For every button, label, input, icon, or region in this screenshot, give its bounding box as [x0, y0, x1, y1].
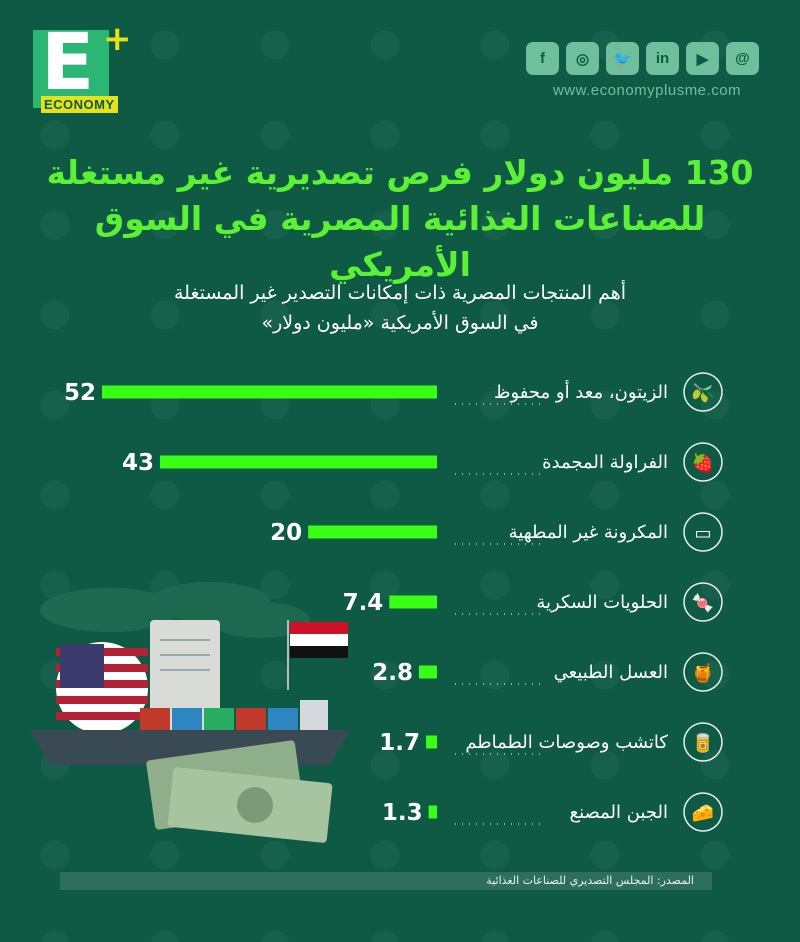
honey-jar-icon-glyph: 🍯 [692, 662, 714, 684]
social-icons: f ◎ 🐦 in ▶ @ [526, 42, 759, 75]
cheese-icon-glyph: 🧀 [692, 803, 714, 824]
facebook-icon[interactable]: f [526, 42, 559, 75]
category-label: الحلويات السكرية [536, 592, 668, 613]
category-label: الفراولة المجمدة [542, 452, 668, 473]
logo-word: ECONOMY [41, 96, 118, 113]
threads-icon[interactable]: @ [726, 42, 759, 75]
usa-flag-circle [56, 642, 148, 734]
ketchup-icon-glyph: 🥫 [692, 732, 714, 754]
pasta-icon-glyph: ▭ [694, 523, 711, 544]
candy-icon-glyph: 🍬 [692, 592, 714, 614]
category-label: كاتشب وصوصات الطماطم [465, 732, 668, 753]
economy-plus-logo: E + ECONOMY [33, 18, 132, 118]
category-label: الزيتون، معد أو محفوظ [494, 380, 668, 403]
bar [428, 805, 437, 819]
money-stack [146, 740, 333, 843]
pasta-icon [683, 512, 723, 552]
value-label: 1.7 [379, 730, 420, 756]
chart-subtitle: أهم المنتجات المصرية ذات إمكانات التصدير… [80, 278, 720, 338]
category-label: الجبن المصنع [570, 802, 668, 823]
value-label: 7.4 [343, 590, 384, 616]
headline-line-2: للصناعات الغذائية المصرية في السوق الأمر… [94, 199, 706, 284]
bar [159, 455, 437, 469]
subtitle-line-1: أهم المنتجات المصرية ذات إمكانات التصدير… [173, 282, 627, 304]
strawberry-icon-glyph: 🍓 [692, 452, 714, 474]
instagram-icon[interactable]: ◎ [566, 42, 599, 75]
egypt-flag [287, 620, 348, 690]
ketchup-icon [683, 722, 723, 762]
olive-icon [683, 372, 723, 412]
logo-letter: E [41, 18, 95, 108]
bar [389, 595, 437, 609]
olive-icon-glyph: 🫒 [692, 382, 714, 404]
value-label: 20 [270, 520, 302, 546]
value-label: 43 [122, 450, 154, 476]
value-label: 2.8 [372, 660, 413, 686]
twitter-icon[interactable]: 🐦 [606, 42, 639, 75]
website-url[interactable]: www.economyplusme.com [552, 82, 742, 99]
subtitle-line-2: في السوق الأمريكية «مليون دولار» [261, 312, 539, 334]
cloud-shape [40, 582, 310, 638]
source-note: المصدر: المجلس التصديري للصناعات الغذائي… [60, 872, 712, 890]
linkedin-icon[interactable]: in [646, 42, 679, 75]
value-label: 1.3 [382, 800, 423, 826]
value-label: 52 [64, 380, 96, 406]
logo-plus: + [103, 19, 132, 59]
logo-square [33, 30, 109, 108]
bar [308, 525, 437, 539]
youtube-icon[interactable]: ▶ [686, 42, 719, 75]
category-label: العسل الطبيعي [554, 662, 668, 683]
headline-line-1: 130 مليون دولار فرص تصديرية غير مستغلة [46, 153, 754, 192]
headline: 130 مليون دولار فرص تصديرية غير مستغلة ل… [40, 150, 760, 288]
bar [426, 735, 437, 749]
cheese-icon [683, 792, 723, 832]
bar [418, 665, 437, 679]
honey-jar-icon [683, 652, 723, 692]
strawberry-icon [683, 442, 723, 482]
export-bar-chart: 52 الزيتون، معد أو محفوظ 🫒 43 الفراولة المجم… [64, 372, 723, 832]
receipt-shape [150, 620, 220, 730]
bar [102, 385, 437, 399]
trade-illustration [30, 582, 350, 843]
category-label: المكرونة غير المطهية [509, 522, 668, 543]
candy-icon [683, 582, 723, 622]
